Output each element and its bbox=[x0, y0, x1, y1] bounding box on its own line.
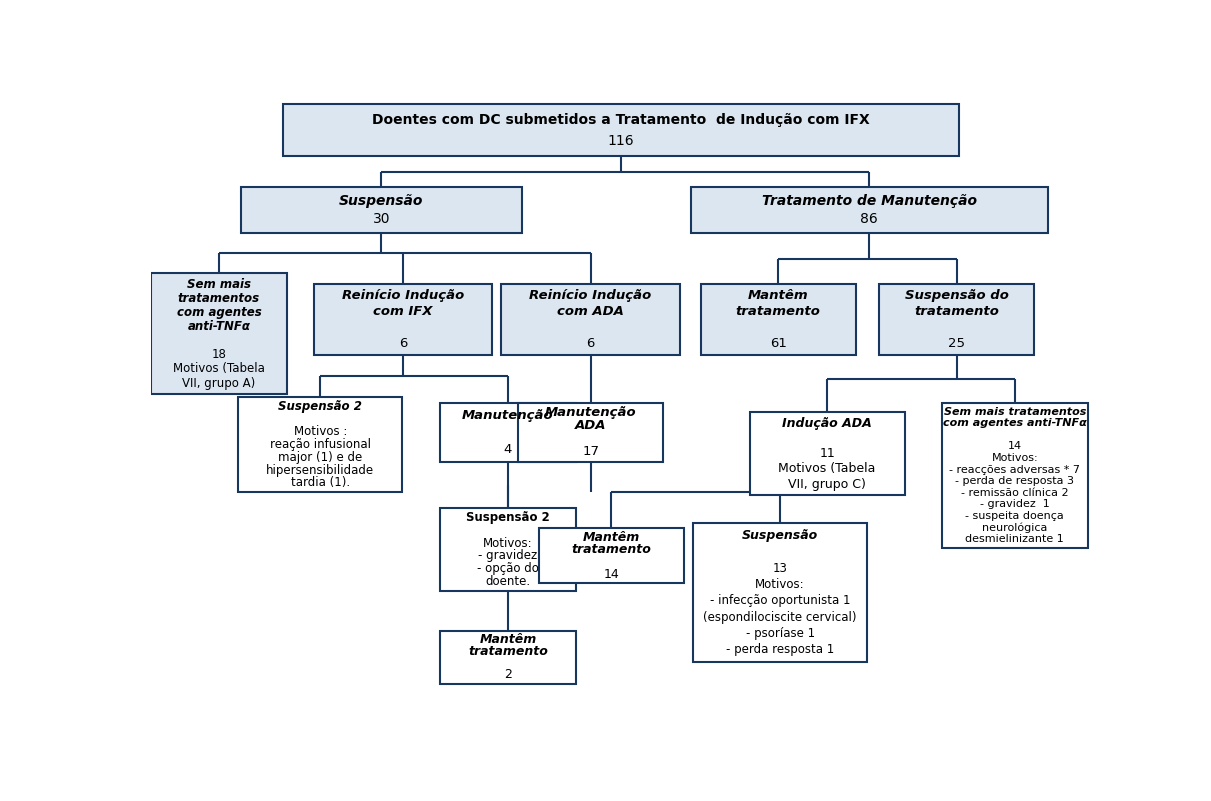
Text: tratamento: tratamento bbox=[736, 305, 821, 318]
FancyBboxPatch shape bbox=[314, 284, 492, 355]
Text: - suspeita doença: - suspeita doença bbox=[965, 511, 1064, 521]
Text: 13: 13 bbox=[773, 562, 787, 574]
Text: com agentes anti-TNFα: com agentes anti-TNFα bbox=[943, 418, 1086, 429]
Text: - gravidez: - gravidez bbox=[478, 549, 538, 562]
Text: major (1) e de: major (1) e de bbox=[279, 451, 362, 464]
Text: Reinício Indução: Reinício Indução bbox=[529, 289, 652, 302]
FancyBboxPatch shape bbox=[239, 396, 402, 493]
Text: 6: 6 bbox=[398, 336, 407, 349]
Text: - perda de resposta 3: - perda de resposta 3 bbox=[955, 477, 1074, 486]
Text: Suspensão 2: Suspensão 2 bbox=[466, 511, 550, 524]
Text: 14: 14 bbox=[1008, 441, 1022, 452]
FancyBboxPatch shape bbox=[750, 413, 905, 496]
Text: - remissão clínica 2: - remissão clínica 2 bbox=[962, 488, 1068, 498]
Text: - infecção oportunista 1: - infecção oportunista 1 bbox=[710, 594, 850, 607]
Text: 86: 86 bbox=[861, 212, 878, 227]
Text: neurológica: neurológica bbox=[982, 522, 1048, 533]
FancyBboxPatch shape bbox=[440, 403, 576, 461]
Text: com agentes: com agentes bbox=[177, 306, 262, 319]
Text: 4: 4 bbox=[504, 442, 512, 456]
Text: - perda resposta 1: - perda resposta 1 bbox=[727, 643, 834, 656]
Text: 17: 17 bbox=[582, 445, 599, 458]
Text: anti-TNFα: anti-TNFα bbox=[188, 320, 251, 333]
Text: Mantêm: Mantêm bbox=[480, 634, 536, 646]
FancyBboxPatch shape bbox=[879, 284, 1034, 355]
FancyBboxPatch shape bbox=[440, 508, 576, 591]
Text: Manutenção: Manutenção bbox=[463, 409, 553, 422]
Text: - opção do: - opção do bbox=[477, 562, 539, 575]
Text: 11: 11 bbox=[819, 447, 836, 461]
FancyBboxPatch shape bbox=[241, 187, 522, 233]
Text: Mantêm: Mantêm bbox=[748, 289, 809, 302]
FancyBboxPatch shape bbox=[151, 273, 287, 394]
Text: 6: 6 bbox=[586, 336, 595, 349]
Text: 25: 25 bbox=[948, 336, 965, 349]
Text: VII, grupo C): VII, grupo C) bbox=[788, 477, 866, 491]
FancyBboxPatch shape bbox=[283, 104, 959, 156]
Text: tratamento: tratamento bbox=[572, 543, 652, 556]
Text: Mantêm: Mantêm bbox=[582, 530, 639, 544]
Text: Doentes com DC submetidos a Tratamento  de Indução com IFX: Doentes com DC submetidos a Tratamento d… bbox=[372, 113, 869, 127]
FancyBboxPatch shape bbox=[539, 528, 684, 583]
Text: Suspensão: Suspensão bbox=[742, 529, 819, 542]
FancyBboxPatch shape bbox=[701, 284, 856, 355]
Text: com ADA: com ADA bbox=[557, 305, 624, 318]
Text: Sem mais: Sem mais bbox=[186, 278, 251, 291]
Text: Motivos (Tabela: Motivos (Tabela bbox=[779, 462, 876, 476]
Text: tardia (1).: tardia (1). bbox=[291, 477, 350, 489]
Text: 18: 18 bbox=[212, 348, 226, 361]
Text: com IFX: com IFX bbox=[373, 305, 432, 318]
Text: Motivos:: Motivos: bbox=[756, 578, 805, 591]
FancyBboxPatch shape bbox=[691, 187, 1048, 233]
FancyBboxPatch shape bbox=[501, 284, 679, 355]
Text: tratamento: tratamento bbox=[469, 645, 547, 658]
Text: Motivos (Tabela: Motivos (Tabela bbox=[173, 362, 265, 376]
Text: Motivos:: Motivos: bbox=[483, 537, 533, 549]
Text: 30: 30 bbox=[373, 212, 390, 227]
Text: doente.: doente. bbox=[486, 575, 530, 588]
Text: ADA: ADA bbox=[575, 419, 607, 433]
Text: Indução ADA: Indução ADA bbox=[782, 417, 872, 430]
Text: Motivos:: Motivos: bbox=[992, 453, 1038, 463]
Text: Suspensão do: Suspensão do bbox=[905, 289, 1009, 302]
FancyBboxPatch shape bbox=[518, 403, 664, 461]
Text: VII, grupo A): VII, grupo A) bbox=[183, 376, 256, 389]
Text: Manutenção: Manutenção bbox=[545, 406, 637, 419]
Text: (espondilociscite cervical): (espondilociscite cervical) bbox=[704, 610, 857, 624]
Text: Reinício Indução: Reinício Indução bbox=[342, 289, 464, 302]
Text: 14: 14 bbox=[603, 568, 619, 581]
Text: Motivos :: Motivos : bbox=[293, 425, 348, 438]
FancyBboxPatch shape bbox=[440, 631, 576, 683]
Text: 61: 61 bbox=[770, 336, 787, 349]
Text: Suspensão 2: Suspensão 2 bbox=[279, 400, 362, 413]
Text: desmielinizante 1: desmielinizante 1 bbox=[965, 534, 1064, 544]
FancyBboxPatch shape bbox=[942, 403, 1087, 548]
Text: reação infusional: reação infusional bbox=[270, 438, 371, 451]
Text: - reacções adversas * 7: - reacções adversas * 7 bbox=[949, 465, 1080, 475]
Text: Sem mais tratamentos: Sem mais tratamentos bbox=[943, 407, 1086, 417]
Text: tratamentos: tratamentos bbox=[178, 292, 260, 304]
Text: Tratamento de Manutenção: Tratamento de Manutenção bbox=[762, 194, 977, 208]
Text: tratamento: tratamento bbox=[914, 305, 999, 318]
Text: hipersensibilidade: hipersensibilidade bbox=[266, 464, 374, 477]
Text: 2: 2 bbox=[504, 668, 512, 682]
Text: 116: 116 bbox=[608, 134, 633, 147]
Text: Suspensão: Suspensão bbox=[339, 194, 424, 208]
Text: - psoríase 1: - psoríase 1 bbox=[746, 627, 815, 640]
Text: - gravidez  1: - gravidez 1 bbox=[980, 499, 1050, 509]
FancyBboxPatch shape bbox=[694, 523, 867, 662]
